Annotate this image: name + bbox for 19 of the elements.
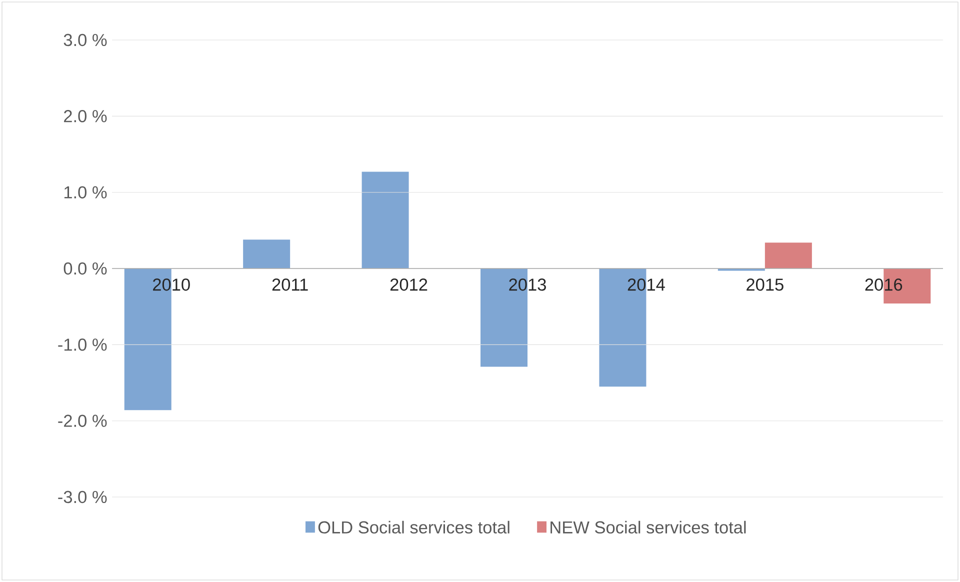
y-tick-label: 0.0 % xyxy=(64,262,107,275)
y-tick-label: -2.0 % xyxy=(58,414,107,427)
bar xyxy=(362,172,409,269)
y-tick-label: 1.0 % xyxy=(64,186,107,198)
y-tick-label: -1.0 % xyxy=(58,338,107,351)
x-tick-label: 2013 xyxy=(509,278,546,291)
x-tick-label: 2011 xyxy=(272,278,308,291)
y-tick-label: -3.0 % xyxy=(58,490,107,504)
legend-label: NEW Social services total xyxy=(550,520,746,534)
bar xyxy=(243,240,290,269)
x-tick-label: 2010 xyxy=(153,278,190,291)
legend-label: OLD Social services total xyxy=(318,520,510,534)
y-tick-label: 3.0 % xyxy=(64,34,107,46)
x-tick-label: 2015 xyxy=(746,278,784,291)
bar xyxy=(764,242,812,269)
y-tick-label: 2.0 % xyxy=(64,110,107,122)
x-tick-label: 2012 xyxy=(390,278,428,291)
x-tick-label: 2016 xyxy=(865,278,902,291)
x-tick-label: 2014 xyxy=(628,278,665,291)
